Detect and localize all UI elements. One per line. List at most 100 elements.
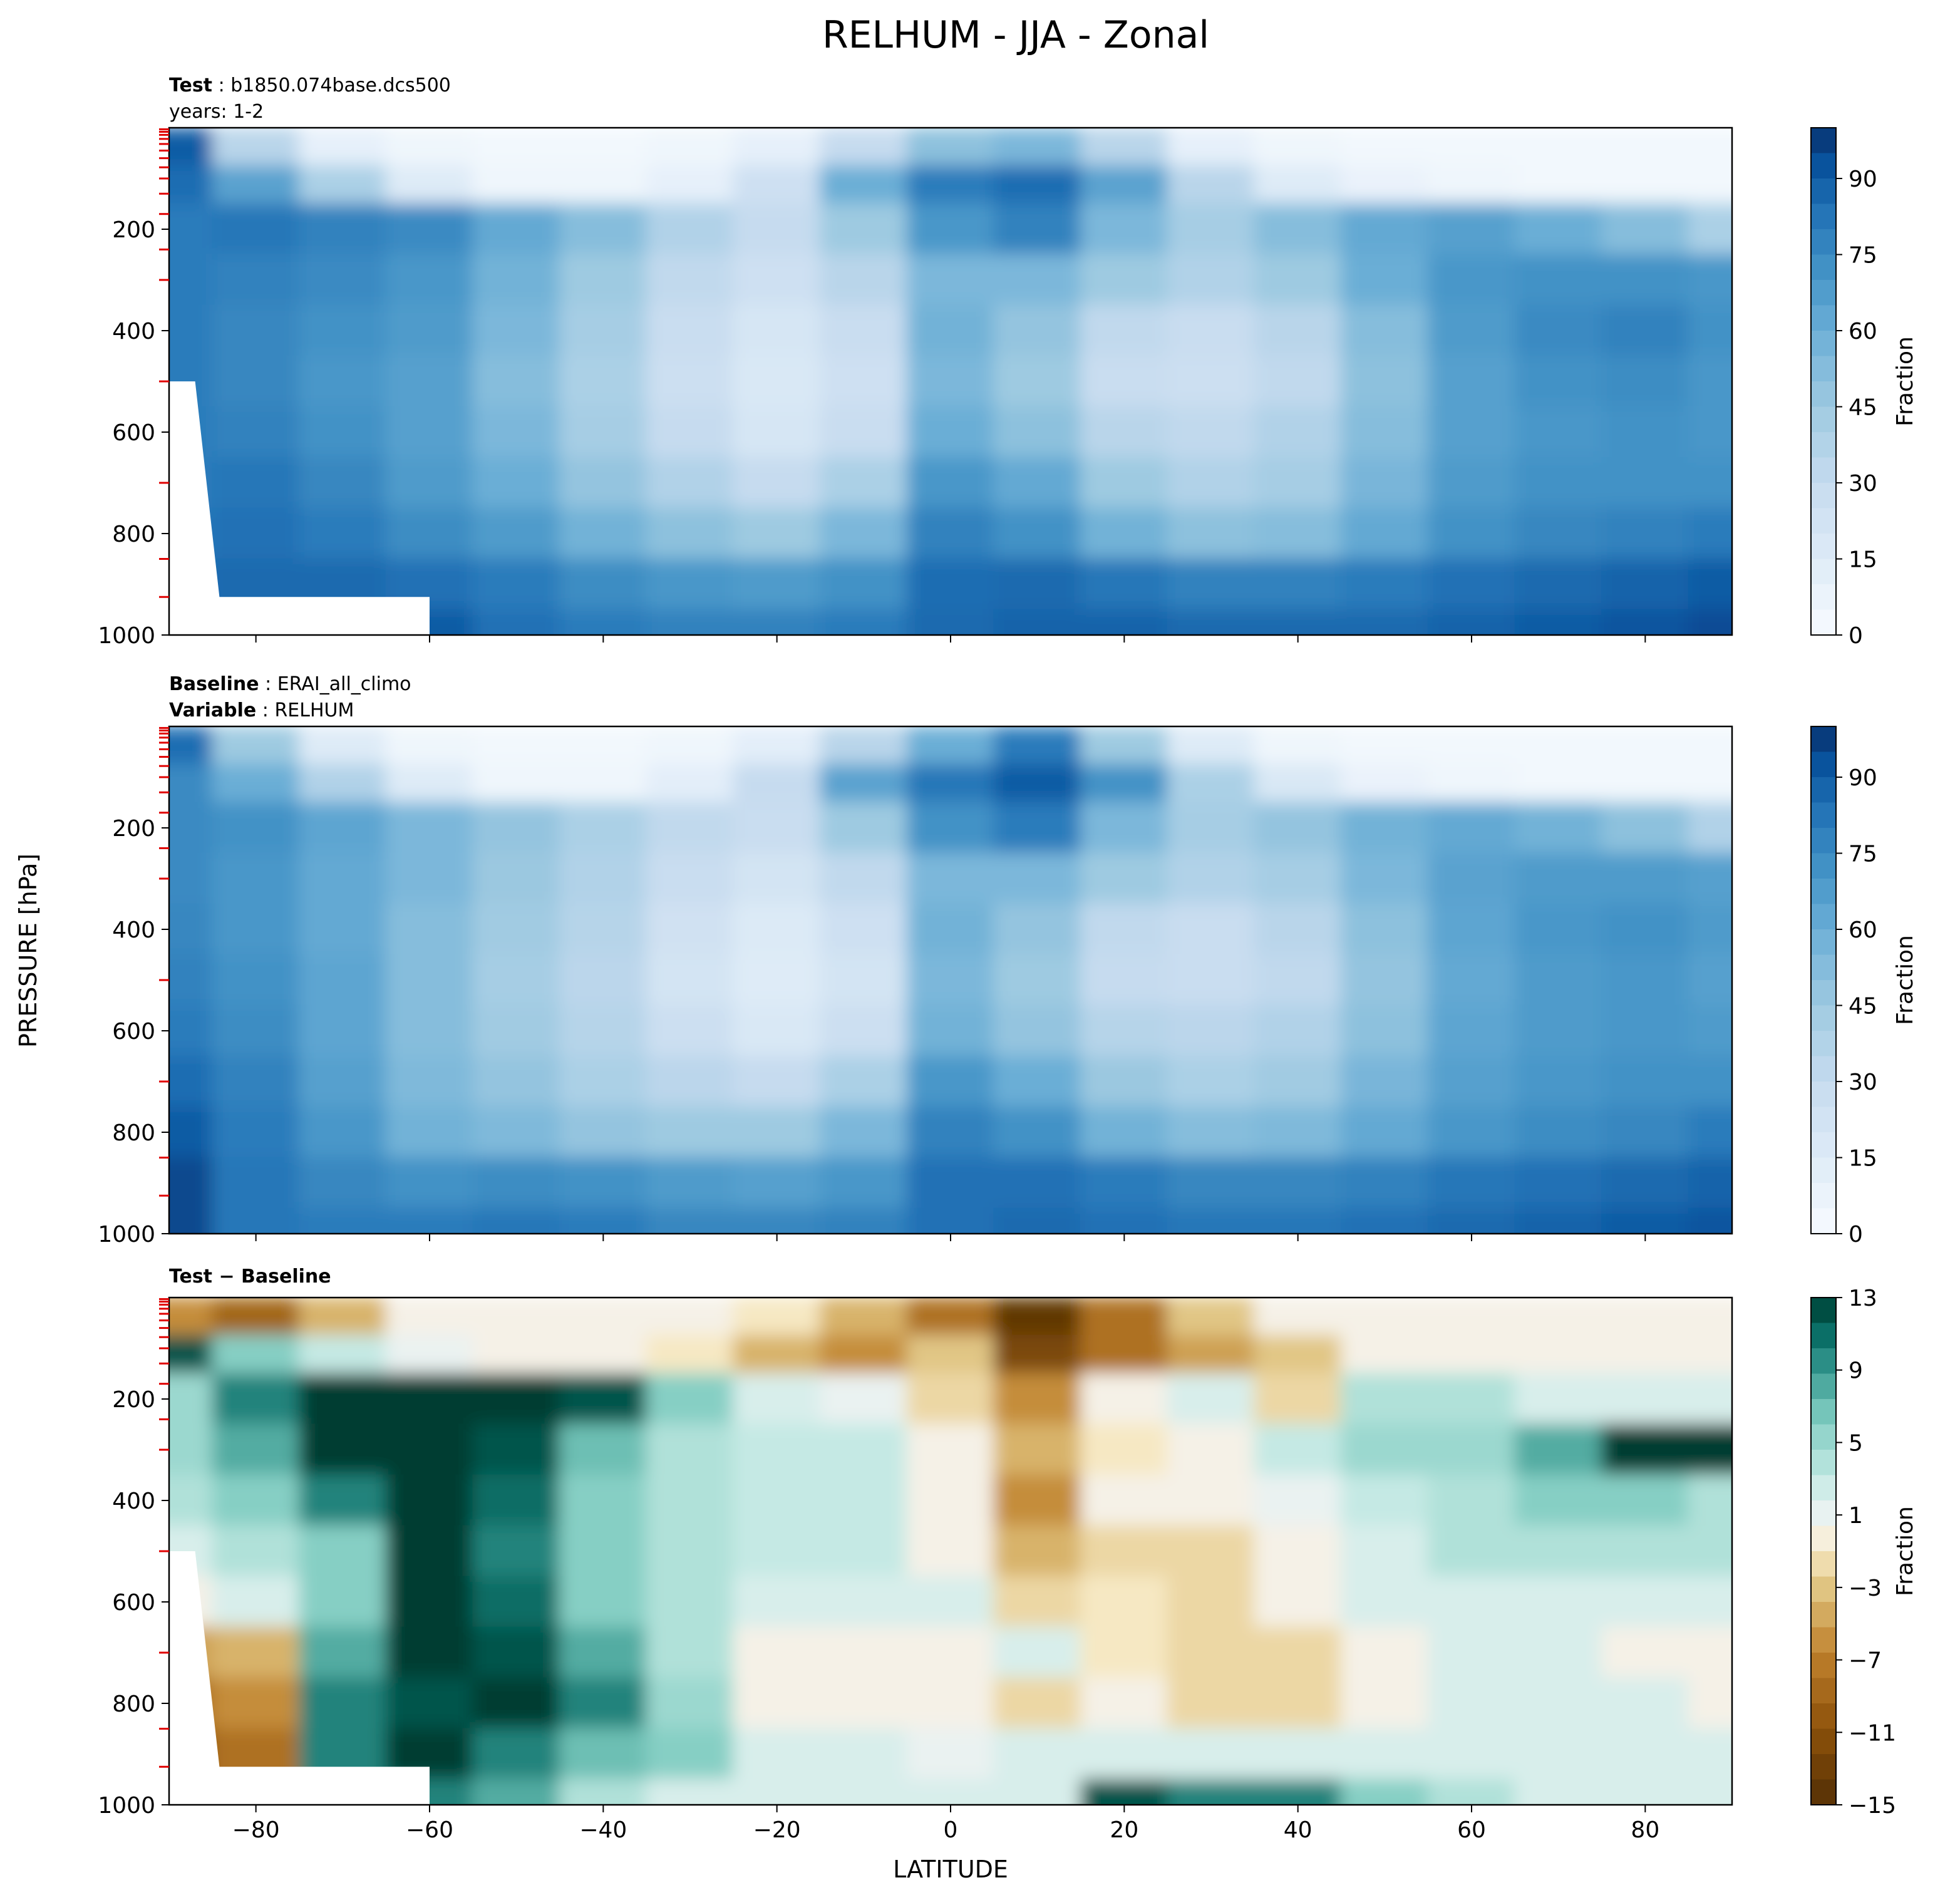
heatmap-cell — [820, 1106, 908, 1159]
colorbar-segment — [1811, 1754, 1836, 1780]
heatmap-cell — [299, 1525, 387, 1577]
heatmap-cell — [906, 609, 995, 635]
heatmap-cell — [1080, 304, 1168, 357]
panel-label-separator: : — [259, 673, 277, 695]
heatmap-cell — [1688, 1373, 1732, 1425]
heatmap-cell — [1080, 903, 1168, 956]
heatmap-cell — [1341, 609, 1429, 635]
heatmap-cell — [993, 165, 1081, 205]
heatmap-cell — [646, 852, 735, 905]
colorbar-segment — [1811, 1653, 1836, 1679]
heatmap-cell — [472, 903, 560, 956]
heatmap-cell — [820, 1207, 908, 1234]
heatmap-cell — [733, 1423, 821, 1476]
heatmap-cell — [472, 128, 560, 167]
heatmap-cell — [1341, 254, 1429, 306]
heatmap-cell — [1167, 1106, 1256, 1159]
heatmap-cell — [993, 128, 1081, 167]
heatmap-cell — [1254, 1525, 1342, 1577]
heatmap-cell — [906, 954, 995, 1006]
colorbar-tick-label: 9 — [1849, 1358, 1863, 1384]
panel-label-text: ERAI_all_climo — [277, 673, 411, 695]
colorbar-segment — [1811, 879, 1836, 905]
heatmap-cell — [1080, 1004, 1168, 1057]
heatmap-cell — [1601, 1106, 1689, 1159]
heatmap-cell — [733, 1779, 821, 1805]
heatmap-cell — [1601, 254, 1689, 306]
heatmap-cell — [646, 254, 735, 306]
colorbar-segment — [1811, 331, 1836, 357]
panel-label-text: b1850.074base.dcs500 — [230, 75, 451, 96]
heatmap-cell — [1427, 1525, 1516, 1577]
heatmap-cell — [472, 203, 560, 256]
heatmap-cell — [385, 1335, 474, 1375]
colorbar-label: Fraction — [1892, 935, 1918, 1025]
heatmap-cell — [1167, 1373, 1256, 1425]
heatmap-cell — [906, 1677, 995, 1730]
heatmap-cell — [820, 128, 908, 167]
heatmap-cell — [1254, 1779, 1342, 1805]
panel-label-text: RELHUM — [274, 700, 354, 721]
heatmap-cell — [1514, 1157, 1602, 1209]
heatmap-cell — [1601, 954, 1689, 1006]
heatmap-cell — [993, 1525, 1081, 1577]
heatmap-cell — [1601, 203, 1689, 256]
heatmap-cell — [1167, 304, 1256, 357]
x-tick-label: −60 — [406, 1817, 453, 1843]
heatmap-cell — [906, 1004, 995, 1057]
heatmap-cell — [733, 954, 821, 1006]
heatmap-cell — [1167, 558, 1256, 611]
heatmap-cell — [1688, 1779, 1732, 1805]
heatmap-cell — [733, 457, 821, 509]
heatmap-cell — [1254, 609, 1342, 635]
heatmap-field — [169, 128, 1732, 635]
heatmap-cell — [1341, 1373, 1429, 1425]
heatmap-cell — [1601, 903, 1689, 956]
heatmap-cell — [1167, 203, 1256, 256]
colorbar-segment — [1811, 1323, 1836, 1349]
heatmap-cell — [906, 1525, 995, 1577]
y-tick-label: 1000 — [98, 623, 155, 649]
heatmap-cell — [1514, 1207, 1602, 1234]
heatmap-cell — [1080, 1207, 1168, 1234]
heatmap-cell — [559, 1423, 647, 1476]
heatmap-cell — [1254, 1055, 1342, 1108]
heatmap-cell — [1688, 457, 1732, 509]
heatmap-cell — [1688, 1207, 1732, 1234]
heatmap-cell — [1080, 1525, 1168, 1577]
heatmap-cell — [993, 1576, 1081, 1628]
heatmap-cell — [993, 1157, 1081, 1209]
heatmap-cell — [906, 406, 995, 458]
colorbar-tick-label: 1 — [1849, 1503, 1863, 1529]
heatmap-cell — [1514, 1779, 1602, 1805]
heatmap-cell — [299, 406, 387, 458]
heatmap-cell — [169, 304, 214, 357]
heatmap-cell — [1080, 1373, 1168, 1425]
heatmap-cell — [472, 1298, 560, 1336]
heatmap-cell — [733, 165, 821, 205]
heatmap-cell — [1688, 128, 1732, 167]
heatmap-cell — [299, 304, 387, 357]
heatmap-cell — [1080, 355, 1168, 408]
y-tick-label: 600 — [112, 1590, 155, 1616]
colorbar-segment — [1811, 432, 1836, 458]
heatmap-cell — [559, 507, 647, 560]
heatmap-cell — [1514, 802, 1602, 854]
colorbar-segment — [1811, 726, 1836, 753]
colorbar-segment — [1811, 751, 1836, 778]
heatmap-cell — [559, 1207, 647, 1234]
heatmap-cell — [385, 726, 474, 765]
heatmap-cell — [212, 852, 300, 905]
heatmap-cell — [1080, 1576, 1168, 1628]
heatmap-cell — [1688, 1474, 1732, 1527]
heatmap-cell — [1167, 726, 1256, 765]
heatmap-cell — [385, 1207, 474, 1234]
heatmap-cell — [1254, 406, 1342, 458]
heatmap-cell — [472, 558, 560, 611]
heatmap-cell — [1254, 1004, 1342, 1057]
colorbar-segment — [1811, 559, 1836, 585]
heatmap-cell — [1080, 406, 1168, 458]
heatmap-cell — [820, 802, 908, 854]
heatmap-cell — [1427, 1055, 1516, 1108]
heatmap-cell — [472, 954, 560, 1006]
